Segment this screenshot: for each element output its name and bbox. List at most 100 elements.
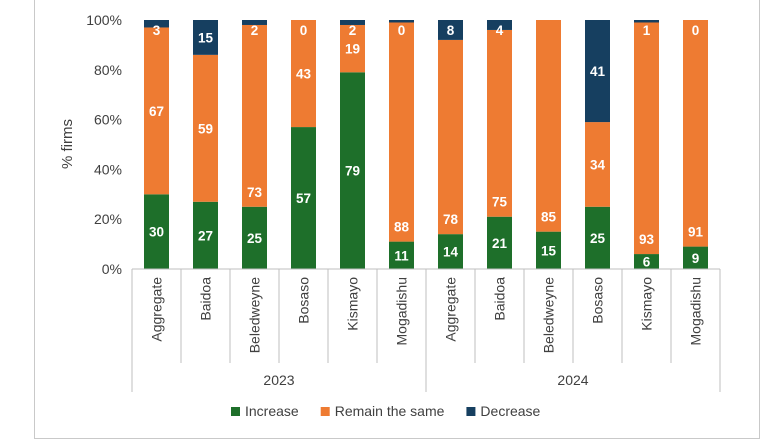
bar-remain-the-same [634, 22, 659, 255]
data-label: 67 [149, 104, 164, 119]
data-label: 15 [541, 243, 557, 258]
bar-increase [487, 216, 512, 269]
data-label: 19 [345, 42, 360, 57]
legend-label: Increase [245, 403, 299, 419]
data-label: 34 [590, 157, 606, 172]
category-label: Beledweyne [247, 277, 263, 353]
data-label: 15 [198, 30, 214, 45]
data-label: 2 [349, 23, 357, 38]
data-label: 57 [296, 191, 311, 206]
bar-remain-the-same [536, 20, 561, 232]
data-label: 27 [198, 228, 213, 243]
bar-decrease [144, 20, 169, 28]
data-label: 11 [394, 248, 409, 263]
data-label: 3 [153, 23, 161, 38]
data-label: 21 [492, 236, 508, 251]
legend-swatch [320, 407, 330, 416]
category-label: Aggregate [149, 277, 165, 342]
bar-remain-the-same [487, 29, 512, 217]
y-tick-labels: 0% 20% 40% 60% 80% 100% [86, 12, 122, 277]
bar-decrease [585, 20, 610, 123]
data-label: 41 [590, 64, 606, 79]
category-label: Bosaso [296, 277, 312, 324]
bar-remain-the-same [438, 39, 463, 235]
category-label: Kismayo [639, 277, 655, 331]
legend-label: Remain the same [335, 403, 445, 419]
bar-remain-the-same [144, 27, 169, 195]
category-label: Mogadishu [394, 277, 410, 346]
category-label: Mogadishu [688, 277, 704, 346]
y-tick-label: 0% [102, 261, 122, 277]
bar-decrease [242, 20, 267, 25]
category-label: Bosaso [590, 277, 606, 324]
bar-decrease [340, 20, 365, 25]
bar-remain-the-same [291, 20, 316, 128]
bar-increase [438, 234, 463, 269]
data-label: 73 [247, 185, 263, 200]
data-label: 43 [296, 67, 312, 82]
category-label: Kismayo [345, 277, 361, 331]
data-label: 88 [394, 220, 410, 235]
data-label: 0 [398, 23, 406, 38]
data-label: 79 [345, 164, 360, 179]
data-label: 2 [251, 23, 259, 38]
bar-decrease [389, 20, 414, 23]
bar-increase [242, 206, 267, 269]
data-label: 85 [541, 210, 557, 225]
bar-increase [291, 127, 316, 269]
legend-label: Decrease [480, 403, 540, 419]
category-labels: Aggregate Baidoa Beledweyne Bosaso Kismayo Mo… [149, 277, 704, 388]
data-label: 0 [300, 23, 308, 38]
bar-increase [193, 201, 218, 269]
y-tick-label: 40% [94, 161, 122, 177]
bar-decrease [438, 20, 463, 40]
bar-remain-the-same [389, 22, 414, 242]
legend-swatch [466, 407, 476, 416]
group-label: 2024 [557, 372, 588, 388]
category-label: Baidoa [492, 277, 508, 321]
data-label: 25 [590, 231, 606, 246]
y-tick-label: 100% [86, 12, 122, 28]
bar-decrease [634, 20, 659, 23]
data-label: 59 [198, 121, 213, 136]
bar-increase [144, 194, 169, 269]
data-label: 30 [149, 225, 164, 240]
y-tick-label: 60% [94, 112, 122, 128]
y-tick-label: 20% [94, 211, 122, 227]
bar-remain-the-same [585, 122, 610, 207]
bar-increase [683, 246, 708, 269]
axes [131, 268, 721, 392]
data-label: 8 [447, 23, 455, 38]
bar-remain-the-same [193, 54, 218, 202]
bar-increase [536, 231, 561, 269]
data-label: 93 [639, 232, 655, 247]
category-label: Baidoa [198, 277, 214, 321]
data-label: 75 [492, 195, 508, 210]
data-label: 78 [443, 212, 459, 227]
group-label: 2023 [263, 372, 294, 388]
category-label: Beledweyne [541, 277, 557, 353]
bar-remain-the-same [683, 20, 708, 247]
bar-increase [340, 72, 365, 269]
y-axis-label: % firms [59, 119, 76, 169]
bar-increase [634, 254, 659, 269]
data-label: 4 [496, 23, 504, 38]
bar-remain-the-same [242, 24, 267, 207]
category-label: Aggregate [443, 277, 459, 342]
legend: Increase Remain the same Decrease [231, 403, 541, 419]
data-label: 9 [692, 251, 700, 266]
bar-remain-the-same [340, 24, 365, 73]
bars: 3067327591525732574307919211880147882175… [144, 20, 708, 270]
bar-increase [389, 241, 414, 269]
data-label: 91 [688, 225, 704, 240]
data-label: 0 [692, 23, 700, 38]
data-label: 25 [247, 231, 263, 246]
bar-decrease [487, 20, 512, 30]
bar-increase [585, 206, 610, 269]
y-tick-label: 80% [94, 62, 122, 78]
data-label: 1 [643, 23, 651, 38]
legend-swatch [231, 407, 240, 416]
data-label: 14 [443, 245, 459, 260]
data-label: 6 [643, 255, 651, 270]
